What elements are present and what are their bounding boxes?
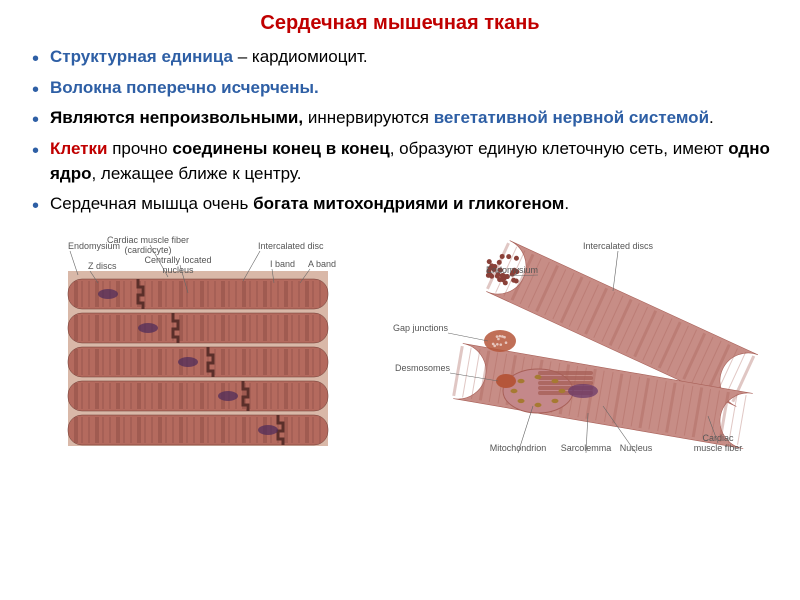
bullet-item: Являются непроизвольными, иннервируются …	[28, 106, 772, 131]
svg-text:Desmosomes: Desmosomes	[395, 363, 451, 373]
bullet-item: Структурная единица – кардиомиоцит.	[28, 45, 772, 70]
bullet-item: Сердечная мышца очень богата митохондрия…	[28, 192, 772, 217]
svg-text:A band: A band	[308, 259, 336, 269]
svg-text:Intercalated disc: Intercalated disc	[258, 241, 324, 251]
svg-text:Intercalated discs: Intercalated discs	[583, 241, 654, 251]
bullet-item: Волокна поперечно исчерчены.	[28, 76, 772, 101]
bullet-item: Клетки прочно соединены конец в конец, о…	[28, 137, 772, 186]
svg-text:I band: I band	[270, 259, 295, 269]
svg-text:Nucleus: Nucleus	[620, 443, 653, 453]
svg-text:Z discs: Z discs	[88, 261, 117, 271]
diagram-row: EndomysiumCardiac muscle fiber(cardiocyt…	[28, 231, 772, 461]
svg-text:Endomysium: Endomysium	[486, 265, 538, 275]
slide-title: Сердечная мышечная ткань	[28, 12, 772, 35]
svg-text:Gap junctions: Gap junctions	[393, 323, 449, 333]
bullet-list: Структурная единица – кардиомиоцит. Волок…	[28, 45, 772, 217]
right-diagram: Intercalated discs Endomysium Gap junction…	[388, 231, 758, 461]
svg-text:Mitochondrion: Mitochondrion	[490, 443, 547, 453]
left-diagram: EndomysiumCardiac muscle fiber(cardiocyt…	[38, 231, 358, 461]
